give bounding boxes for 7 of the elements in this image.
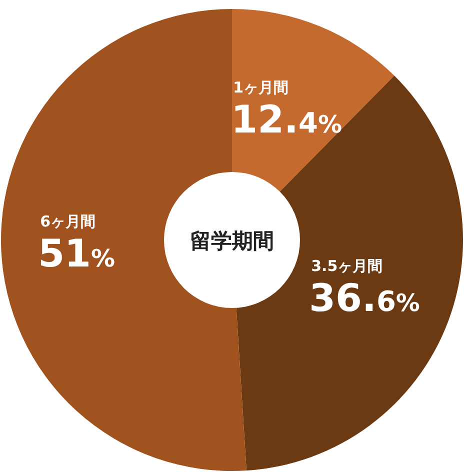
data-label: 12.4% xyxy=(231,97,342,142)
slice-label: 6ヶ月間 xyxy=(40,212,96,230)
text: 留学期間 xyxy=(190,229,274,253)
data-label: 51% xyxy=(38,231,116,276)
slice-label: 3.5ヶ月間 xyxy=(311,257,383,276)
data-label: 36.6% xyxy=(309,276,420,320)
slice-label: 1ヶ月間 xyxy=(233,78,289,96)
